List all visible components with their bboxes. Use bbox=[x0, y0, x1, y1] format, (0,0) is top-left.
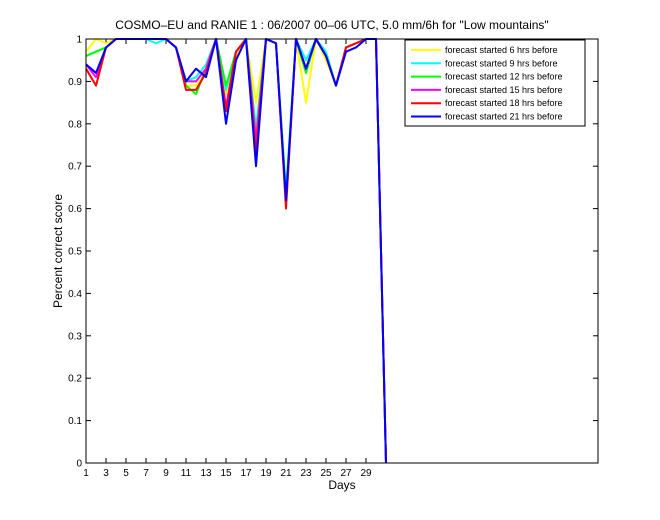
x-tick-label: 7 bbox=[143, 468, 149, 479]
y-tick-label: 0.8 bbox=[68, 119, 82, 130]
x-tick-label: 3 bbox=[103, 468, 109, 479]
x-tick-label: 17 bbox=[240, 468, 252, 479]
x-tick-label: 9 bbox=[163, 468, 169, 479]
y-tick-label: 0.4 bbox=[68, 289, 82, 300]
y-tick-label: 1 bbox=[76, 35, 82, 46]
x-tick-label: 29 bbox=[360, 468, 372, 479]
y-tick-label: 0 bbox=[76, 459, 82, 470]
legend-entry: forecast started 6 hrs before bbox=[445, 45, 558, 55]
chart-title: COSMO–EU and RANIE 1 : 06/2007 00–06 UTC… bbox=[115, 18, 548, 32]
y-axis-label: Percent correct score bbox=[51, 194, 65, 308]
y-tick-label: 0.3 bbox=[68, 331, 82, 342]
y-tick-label: 0.5 bbox=[68, 247, 82, 258]
y-tick-label: 0.2 bbox=[68, 374, 82, 385]
legend-box bbox=[404, 39, 586, 127]
x-tick-label: 25 bbox=[320, 468, 332, 479]
x-tick-label: 19 bbox=[260, 468, 272, 479]
x-axis-label: Days bbox=[328, 478, 355, 492]
legend-entry: forecast started 21 hrs before bbox=[445, 112, 563, 122]
legend-entry: forecast started 12 hrs before bbox=[445, 72, 563, 82]
x-tick-label: 13 bbox=[200, 468, 212, 479]
y-tick-label: 0.7 bbox=[68, 162, 82, 173]
y-tick-label: 0.6 bbox=[68, 204, 82, 215]
x-tick-label: 5 bbox=[123, 468, 129, 479]
legend: forecast started 6 hrs before forecast st… bbox=[404, 39, 586, 127]
plot-frame bbox=[85, 38, 599, 464]
legend-entry: forecast started 9 hrs before bbox=[445, 58, 558, 68]
x-tick-label: 1 bbox=[83, 468, 89, 479]
y-tick-label: 0.1 bbox=[68, 416, 82, 427]
x-tick-label: 15 bbox=[220, 468, 232, 479]
y-tick-label: 0.9 bbox=[68, 77, 82, 88]
x-tick-label: 27 bbox=[340, 468, 352, 479]
legend-entry: forecast started 15 hrs before bbox=[445, 85, 563, 95]
x-tick-label: 21 bbox=[280, 468, 292, 479]
x-tick-label: 23 bbox=[300, 468, 312, 479]
x-tick-label: 11 bbox=[181, 468, 192, 479]
legend-entry: forecast started 18 hrs before bbox=[445, 98, 563, 108]
